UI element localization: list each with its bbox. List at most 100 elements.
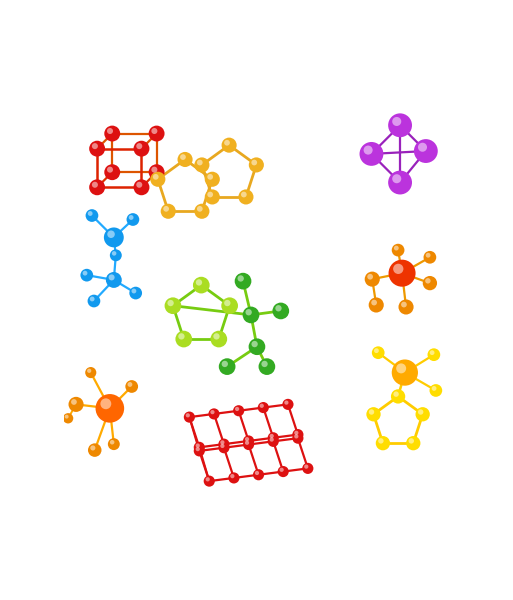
- Circle shape: [304, 464, 308, 469]
- Circle shape: [253, 469, 264, 481]
- Circle shape: [151, 128, 157, 134]
- Circle shape: [366, 407, 381, 421]
- Circle shape: [391, 389, 405, 404]
- Circle shape: [282, 399, 293, 410]
- Circle shape: [213, 333, 220, 340]
- Circle shape: [414, 139, 438, 163]
- Circle shape: [90, 445, 95, 451]
- Circle shape: [259, 358, 275, 375]
- Circle shape: [95, 394, 124, 422]
- Circle shape: [255, 471, 259, 475]
- Circle shape: [197, 160, 203, 166]
- Circle shape: [65, 415, 69, 419]
- Circle shape: [129, 215, 133, 220]
- Circle shape: [372, 346, 385, 359]
- Circle shape: [133, 179, 149, 195]
- Circle shape: [292, 433, 304, 444]
- Circle shape: [243, 439, 254, 450]
- Circle shape: [392, 117, 401, 126]
- Circle shape: [241, 191, 247, 197]
- Circle shape: [86, 209, 98, 222]
- Circle shape: [406, 436, 421, 451]
- Circle shape: [210, 331, 227, 347]
- Circle shape: [367, 274, 373, 280]
- Circle shape: [150, 172, 165, 187]
- Circle shape: [376, 436, 390, 451]
- Circle shape: [268, 436, 279, 447]
- Circle shape: [110, 440, 114, 445]
- Circle shape: [107, 128, 113, 134]
- Circle shape: [249, 338, 265, 355]
- Circle shape: [205, 172, 220, 187]
- Circle shape: [149, 164, 165, 180]
- Circle shape: [128, 382, 132, 387]
- Circle shape: [430, 350, 435, 355]
- Circle shape: [371, 300, 377, 305]
- Circle shape: [63, 413, 73, 424]
- Circle shape: [208, 409, 220, 419]
- Circle shape: [184, 412, 195, 422]
- Circle shape: [243, 307, 260, 323]
- Circle shape: [245, 440, 249, 445]
- Circle shape: [92, 143, 98, 149]
- Circle shape: [195, 443, 200, 448]
- Circle shape: [388, 260, 416, 287]
- Circle shape: [220, 444, 225, 448]
- Circle shape: [165, 298, 181, 314]
- Circle shape: [401, 302, 407, 307]
- Circle shape: [110, 250, 122, 261]
- Circle shape: [104, 227, 124, 247]
- Circle shape: [133, 141, 149, 157]
- Circle shape: [425, 278, 430, 284]
- Circle shape: [112, 251, 116, 256]
- Circle shape: [149, 125, 165, 142]
- Circle shape: [360, 142, 383, 166]
- Circle shape: [106, 272, 122, 288]
- Circle shape: [243, 436, 254, 446]
- Circle shape: [88, 443, 102, 457]
- Circle shape: [151, 167, 157, 173]
- Circle shape: [388, 170, 412, 194]
- Circle shape: [268, 432, 279, 443]
- Circle shape: [230, 474, 234, 478]
- Circle shape: [85, 367, 96, 378]
- Circle shape: [222, 361, 228, 367]
- Circle shape: [396, 364, 406, 373]
- Circle shape: [206, 477, 210, 481]
- Circle shape: [163, 206, 169, 212]
- Circle shape: [365, 272, 380, 287]
- Circle shape: [426, 253, 430, 257]
- Circle shape: [251, 341, 258, 347]
- Circle shape: [272, 302, 289, 319]
- Circle shape: [177, 152, 192, 167]
- Circle shape: [364, 146, 372, 155]
- Circle shape: [221, 298, 238, 314]
- Circle shape: [431, 386, 437, 391]
- Circle shape: [81, 269, 93, 281]
- Circle shape: [194, 445, 205, 457]
- Circle shape: [219, 358, 235, 375]
- Circle shape: [127, 213, 139, 226]
- Circle shape: [302, 463, 313, 474]
- Circle shape: [224, 140, 230, 146]
- Circle shape: [194, 157, 209, 172]
- Circle shape: [278, 466, 289, 477]
- Circle shape: [374, 348, 379, 353]
- Circle shape: [88, 211, 92, 216]
- Circle shape: [197, 206, 203, 212]
- Circle shape: [393, 391, 399, 397]
- Circle shape: [416, 407, 430, 421]
- Circle shape: [245, 437, 249, 441]
- Circle shape: [161, 204, 176, 219]
- Circle shape: [418, 143, 427, 152]
- Circle shape: [392, 244, 404, 256]
- Circle shape: [233, 405, 244, 416]
- Circle shape: [180, 154, 186, 160]
- Circle shape: [260, 404, 264, 408]
- Circle shape: [246, 309, 252, 316]
- Circle shape: [238, 275, 244, 281]
- Circle shape: [369, 298, 384, 313]
- Circle shape: [294, 434, 299, 439]
- Circle shape: [83, 271, 87, 275]
- Circle shape: [280, 467, 284, 472]
